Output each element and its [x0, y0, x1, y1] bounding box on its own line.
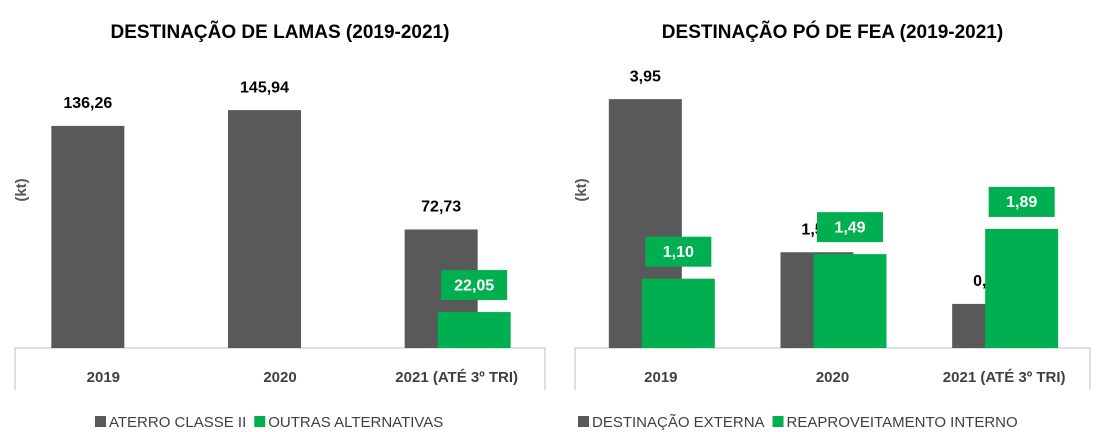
data-label: 72,73 — [421, 199, 461, 216]
bar — [437, 312, 511, 348]
bar — [228, 110, 301, 348]
legend-label: OUTRAS ALTERNATIVAS — [268, 414, 443, 431]
data-label-box — [988, 186, 1055, 217]
data-label-box — [645, 236, 712, 267]
data-label-box — [441, 270, 508, 301]
legend-swatch — [95, 416, 106, 427]
legend-label: DESTINAÇÃO EXTERNA — [592, 414, 765, 431]
data-label: 136,26 — [63, 95, 112, 112]
y-axis-label: (kt) — [13, 178, 30, 201]
x-tick-label: 2021 (ATÉ 3º TRI) — [395, 369, 518, 386]
data-label: 1,89 — [1006, 194, 1037, 211]
legend-label: REAPROVEITAMENTO INTERNO — [787, 414, 1018, 431]
legend-label: ATERRO CLASSE II — [109, 414, 246, 431]
bar — [641, 278, 715, 348]
data-label: 3,95 — [630, 68, 661, 85]
x-tick-label: 2020 — [263, 369, 296, 386]
data-label: 1,49 — [834, 219, 865, 236]
data-label: 145,94 — [240, 79, 289, 96]
y-axis-label: (kt) — [573, 178, 590, 201]
bar — [51, 125, 125, 348]
x-tick-label: 2020 — [816, 369, 849, 386]
data-label: 22,05 — [454, 277, 494, 294]
chart-title: DESTINAÇÃO DE LAMAS (2019-2021) — [111, 21, 450, 43]
chart-title: DESTINAÇÃO PÓ DE FEA (2019-2021) — [662, 21, 1003, 43]
data-label-box — [817, 212, 883, 243]
bar — [985, 228, 1059, 348]
bar — [813, 254, 887, 348]
x-tick-label: 2021 (ATÉ 3º TRI) — [943, 369, 1066, 386]
x-tick-label: 2019 — [87, 369, 120, 386]
x-tick-label: 2019 — [644, 369, 677, 386]
legend-swatch — [254, 416, 266, 427]
legend-swatch — [772, 416, 784, 427]
data-label: 1,10 — [663, 244, 694, 261]
legend-swatch — [578, 416, 589, 427]
